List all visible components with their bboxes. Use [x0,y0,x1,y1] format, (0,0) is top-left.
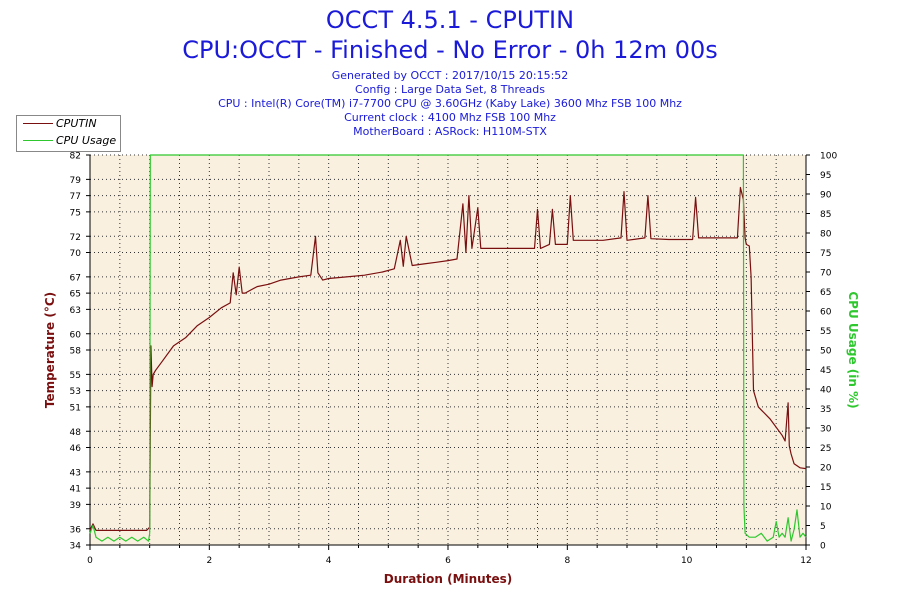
y2-tick-label: 95 [820,171,831,181]
y2-tick-label: 5 [820,522,826,532]
y-tick-label: 46 [70,444,82,454]
x-tick-label: 2 [206,556,212,566]
y2-axis-title: CPU Usage (in %) [846,291,860,408]
x-tick-label: 12 [800,556,811,566]
y2-tick-label: 85 [820,210,831,220]
y-tick-label: 82 [70,152,81,162]
x-tick-label: 10 [681,556,693,566]
series-line-cputin [89,186,807,532]
y2-tick-label: 0 [820,542,826,552]
y-tick-label: 58 [70,347,82,357]
y2-tick-label: 65 [820,288,831,298]
legend: CPUTIN CPU Usage [16,115,121,152]
y2-tick-label: 25 [820,444,831,454]
y2-tick-label: 100 [820,152,837,162]
y-tick-label: 43 [70,468,81,478]
x-axis-title: Duration (Minutes) [384,572,512,586]
y-tick-label: 34 [70,542,82,552]
y2-tick-label: 10 [820,503,832,513]
chart-title: OCCT 4.5.1 - CPUTIN [325,6,575,34]
info-config: Config : Large Data Set, 8 Threads [355,83,545,96]
legend-item-cpu-usage: CPU Usage [17,133,120,149]
y2-tick-label: 70 [820,269,832,279]
y-tick-label: 65 [70,290,81,300]
legend-label-cputin: CPUTIN [56,117,97,130]
y2-tick-label: 75 [820,249,831,259]
y2-tick-label: 45 [820,366,831,376]
y-tick-label: 70 [70,249,82,259]
y2-tick-label: 40 [820,386,832,396]
y2-tick-label: 20 [820,464,832,474]
y-tick-label: 79 [70,176,82,186]
y-tick-label: 41 [70,485,81,495]
y2-tick-label: 15 [820,483,831,493]
legend-swatch-cputin [23,123,53,124]
y-tick-label: 60 [70,330,82,340]
y-tick-label: 72 [70,233,81,243]
y-tick-label: 67 [70,273,81,283]
y2-tick-label: 50 [820,347,832,357]
legend-label-cpu-usage: CPU Usage [56,134,117,147]
x-tick-label: 8 [564,556,570,566]
x-tick-label: 0 [87,556,93,566]
info-cpu: CPU : Intel(R) Core(TM) i7-7700 CPU @ 3.… [218,97,682,110]
y-tick-label: 63 [70,306,81,316]
series-line-cpu-usage [89,154,807,542]
y-tick-label: 75 [70,208,81,218]
chart-subtitle: CPU:OCCT - Finished - No Error - 0h 12m … [182,36,718,64]
y-axis-title: Temperature (°C) [43,292,57,408]
legend-item-cputin: CPUTIN [17,116,120,132]
x-tick-label: 4 [326,556,332,566]
y-tick-label: 53 [70,387,81,397]
y-tick-label: 48 [70,428,82,438]
gridlines [90,154,806,545]
info-motherboard: MotherBoard : ASRock: H110M-STX [353,125,547,138]
x-tick-label: 6 [445,556,451,566]
info-generated: Generated by OCCT : 2017/10/15 20:15:52 [331,69,569,82]
y2-tick-label: 35 [820,405,831,415]
y2-tick-label: 30 [820,425,832,435]
y2-tick-label: 80 [820,230,832,240]
y-tick-label: 77 [70,192,81,202]
y-tick-label: 51 [70,403,81,413]
info-clock: Current clock : 4100 Mhz FSB 100 Mhz [344,111,556,124]
y-tick-label: 55 [70,371,81,381]
legend-swatch-cpu-usage [23,140,53,141]
y-tick-label: 36 [70,525,82,535]
y2-tick-label: 55 [820,327,831,337]
y-tick-label: 39 [70,501,82,511]
y2-tick-label: 90 [820,191,832,201]
y2-tick-label: 60 [820,308,832,318]
